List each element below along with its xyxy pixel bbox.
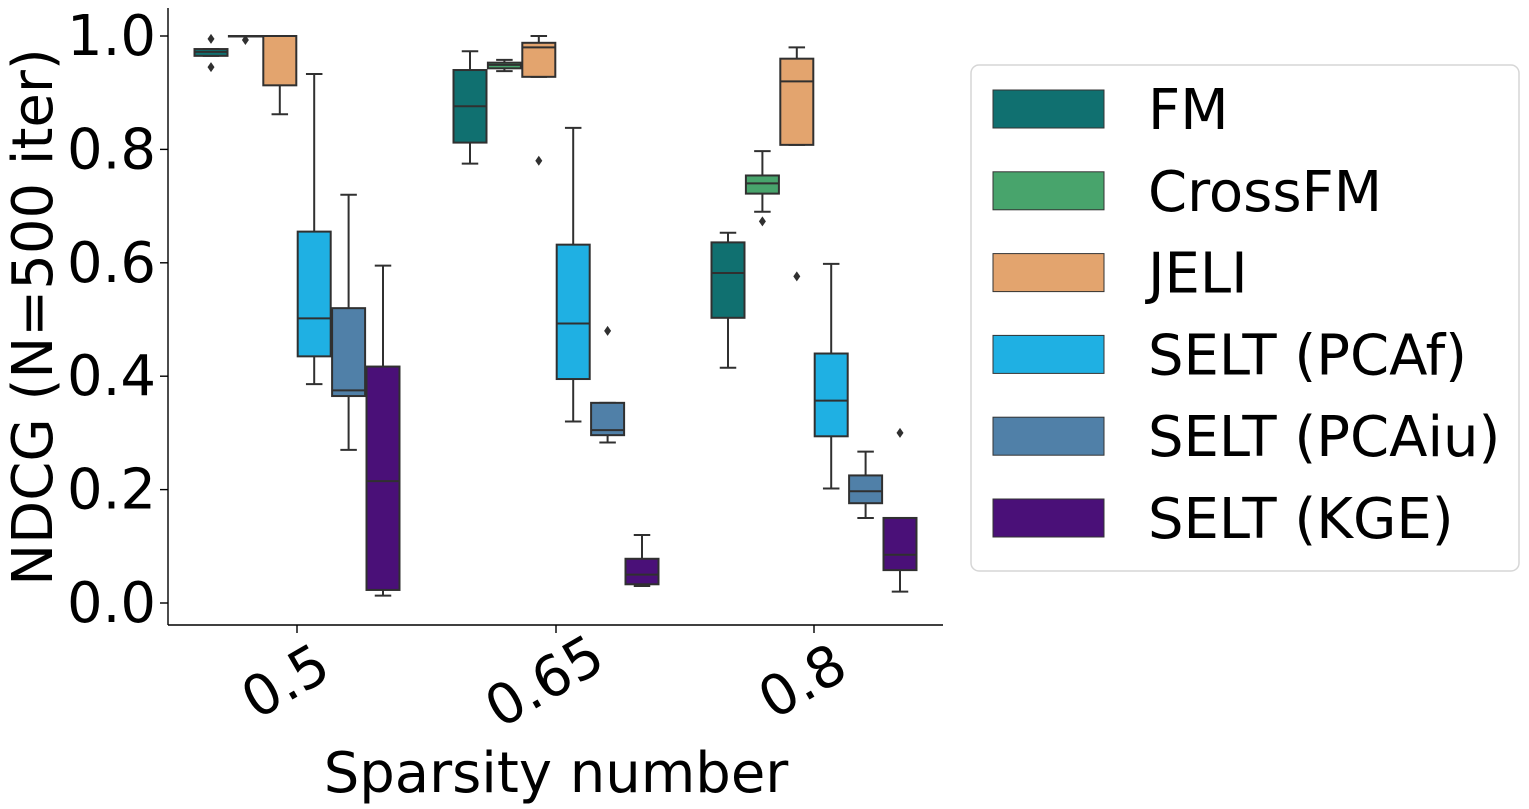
box-iqr bbox=[521, 41, 557, 78]
box-selt-pcaf-0.8 bbox=[813, 262, 849, 490]
box-crossfm-0.5 bbox=[227, 34, 263, 45]
y-ticks: 0.0 0.2 0.4 0.6 0.8 1.0 bbox=[67, 4, 168, 636]
box-selt-pcaf-0.65 bbox=[555, 126, 591, 423]
box-iqr bbox=[813, 352, 849, 438]
outlier-point bbox=[207, 62, 215, 73]
legend-swatch bbox=[992, 334, 1105, 374]
y-tick-label: 0.2 bbox=[67, 458, 156, 523]
outlier-point bbox=[241, 34, 249, 45]
box-jeli-0.65 bbox=[521, 35, 557, 166]
legend-swatch bbox=[992, 498, 1105, 538]
legend-frame bbox=[970, 64, 1520, 572]
box-iqr bbox=[744, 174, 780, 195]
box-selt-kge-0.8 bbox=[882, 427, 918, 593]
box-iqr bbox=[331, 307, 367, 398]
box-crossfm-0.65 bbox=[486, 58, 522, 73]
y-tick-label: 0.6 bbox=[67, 231, 156, 296]
box-selt-pcaf-0.5 bbox=[296, 72, 332, 386]
box-selt-pcaiu-0.8 bbox=[848, 450, 884, 519]
box-iqr bbox=[710, 241, 746, 319]
outlier-point bbox=[758, 216, 766, 227]
box-fm-0.65 bbox=[452, 50, 488, 165]
box-iqr bbox=[624, 557, 660, 586]
box-selt-kge-0.65 bbox=[624, 533, 660, 587]
x-tick-label: 0.65 bbox=[475, 623, 615, 742]
box-jeli-0.5 bbox=[262, 35, 298, 116]
outlier-point bbox=[793, 271, 801, 282]
box-selt-pcaiu-0.5 bbox=[331, 193, 367, 451]
box-iqr bbox=[848, 474, 884, 505]
legend-label: SELT (PCAf) bbox=[1148, 323, 1467, 388]
box-crossfm-0.8 bbox=[744, 150, 780, 227]
outlier-point bbox=[896, 427, 904, 438]
legend-swatch bbox=[992, 89, 1105, 129]
legend-label: SELT (KGE) bbox=[1148, 487, 1454, 552]
legend: FM CrossFM JELI SELT (PCAf) SELT (PCAiu) SELT… bbox=[970, 64, 1520, 572]
legend-swatch bbox=[992, 416, 1105, 456]
box-fm-0.8 bbox=[710, 231, 746, 369]
y-tick-label: 0.0 bbox=[67, 571, 156, 636]
box-jeli-0.8 bbox=[779, 46, 815, 282]
box-iqr bbox=[779, 57, 815, 146]
y-tick-label: 0.8 bbox=[67, 117, 156, 182]
legend-label: JELI bbox=[1145, 242, 1248, 307]
x-tick-label: 0.8 bbox=[748, 632, 858, 733]
x-ticks: 0.5 0.65 0.8 bbox=[231, 623, 858, 742]
outlier-point bbox=[604, 325, 612, 336]
legend-label: FM bbox=[1148, 78, 1229, 143]
box-selt-pcaiu-0.65 bbox=[590, 325, 626, 444]
plot-area bbox=[193, 33, 918, 597]
x-tick-label: 0.5 bbox=[231, 632, 341, 733]
x-axis-title: Sparsity number bbox=[324, 741, 790, 806]
y-tick-label: 0.4 bbox=[67, 344, 156, 409]
box-iqr bbox=[262, 35, 298, 87]
box-iqr bbox=[555, 243, 591, 381]
outlier-point bbox=[535, 155, 543, 166]
box-fm-0.5 bbox=[193, 33, 229, 73]
legend-label: SELT (PCAiu) bbox=[1148, 405, 1500, 470]
axes bbox=[167, 8, 943, 626]
box-iqr bbox=[365, 365, 401, 591]
box-iqr bbox=[296, 230, 332, 358]
box-selt-kge-0.5 bbox=[365, 264, 401, 597]
legend-swatch bbox=[992, 171, 1105, 211]
box-iqr bbox=[882, 516, 918, 572]
legend-swatch bbox=[992, 253, 1105, 293]
y-axis-title: NDCG (N=500 iter) bbox=[1, 48, 66, 586]
legend-label: CrossFM bbox=[1148, 160, 1382, 225]
outlier-point bbox=[207, 33, 215, 44]
y-tick-label: 1.0 bbox=[67, 4, 156, 69]
